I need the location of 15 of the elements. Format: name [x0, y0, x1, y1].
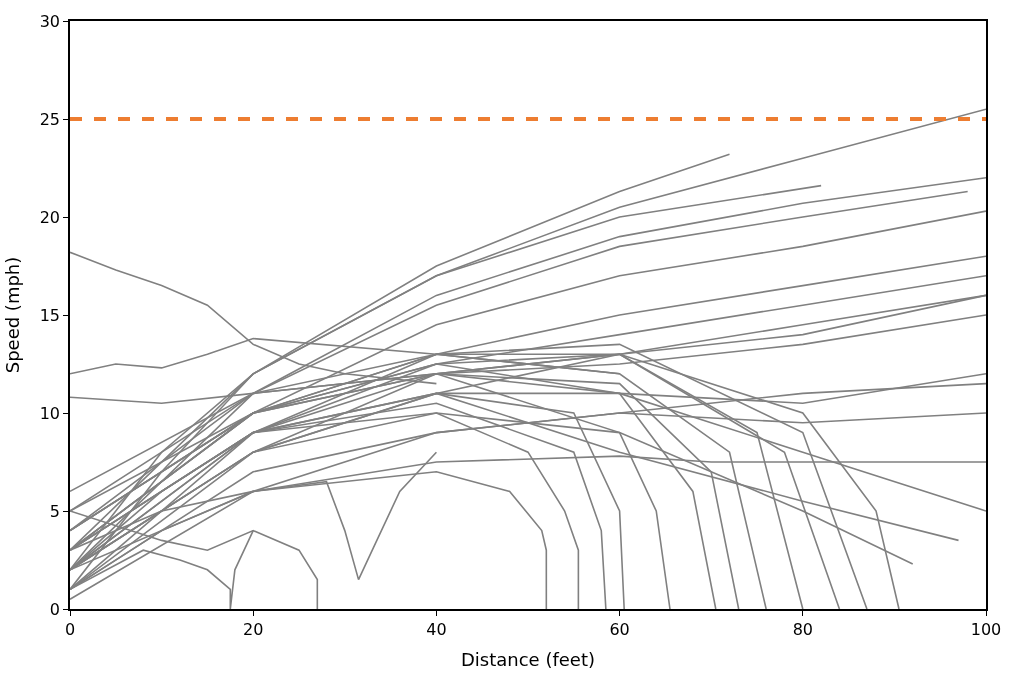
y-tick-label: 10 [39, 403, 61, 423]
x-tick-label: 20 [243, 619, 264, 639]
y-tick-label: 5 [49, 501, 61, 521]
y-tick-label: 15 [39, 305, 61, 325]
y-tick-label: 25 [39, 109, 61, 129]
y-axis-title: Speed (mph) [2, 256, 24, 374]
x-tick-label: 0 [64, 619, 76, 639]
y-tick-label: 30 [39, 11, 61, 31]
x-tick-label: 60 [609, 619, 630, 639]
x-axis-title: Distance (feet) [460, 648, 596, 670]
x-tick-label: 80 [792, 619, 813, 639]
y-tick-label: 0 [49, 599, 61, 619]
x-tick-label: 40 [426, 619, 447, 639]
y-tick-label: 20 [39, 207, 61, 227]
x-tick-label: 100 [970, 619, 1002, 639]
